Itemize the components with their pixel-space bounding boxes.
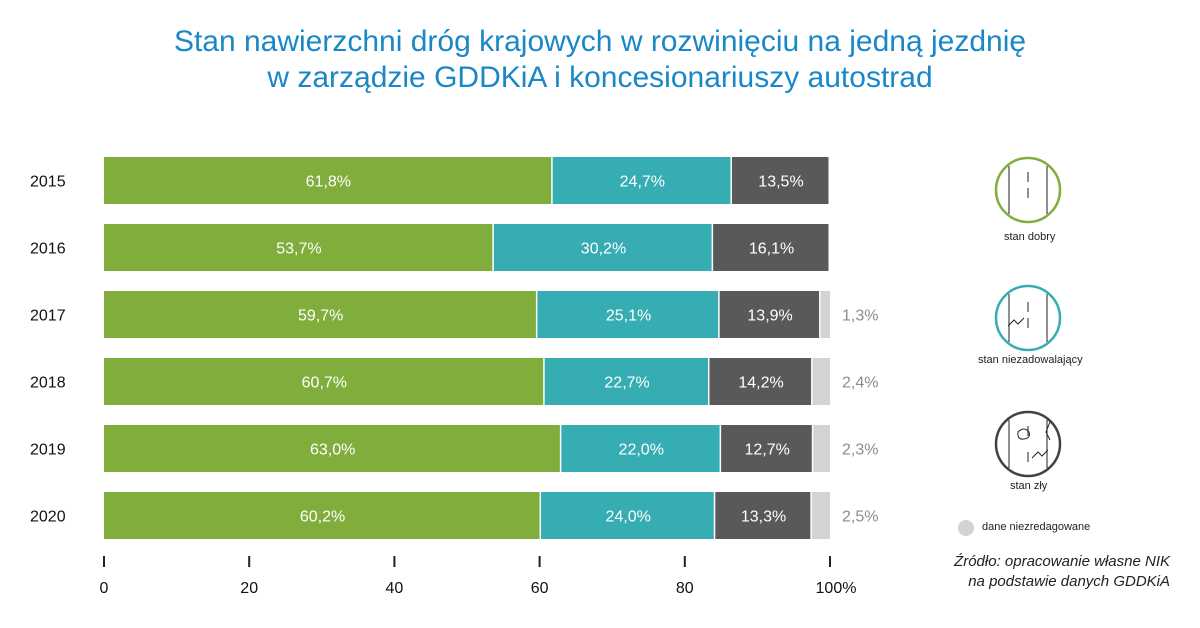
- legend-label-no-data: dane niezredagowane: [982, 521, 1091, 533]
- bar-stan-dobry-2020: [104, 492, 540, 539]
- value-label-stan-zly-2019: 12,7%: [745, 442, 790, 459]
- year-label-2015: 2015: [30, 174, 66, 191]
- x-tick-label-20: 20: [240, 580, 258, 597]
- legend-label-bad: stan zły: [1010, 480, 1048, 492]
- bar-stan-niezadowalajacy-2016: [493, 224, 712, 271]
- year-label-2019: 2019: [30, 442, 66, 459]
- value-label-dane-niezredagowane-2017: 1,3%: [842, 308, 878, 325]
- value-label-dane-niezredagowane-2019: 2,3%: [842, 442, 878, 459]
- value-label-dane-niezredagowane-2018: 2,4%: [842, 375, 878, 392]
- legend-label-unsatisfactory: stan niezadowalający: [978, 354, 1083, 366]
- chart-title-line-1: Stan nawierzchni dróg krajowych w rozwin…: [173, 25, 1027, 58]
- x-tick-label-60: 60: [531, 580, 549, 597]
- bar-dane-niezredagowane-2017: [820, 291, 830, 338]
- value-label-stan-zly-2015: 13,5%: [758, 174, 803, 191]
- value-label-stan-niezadowalajacy-2017: 25,1%: [606, 308, 651, 325]
- value-label-stan-dobry-2018: 60,7%: [302, 375, 347, 392]
- bar-stan-zly-2018: [709, 358, 812, 405]
- legend-label-good: stan dobry: [1004, 231, 1056, 243]
- value-label-stan-dobry-2015: 61,8%: [306, 174, 351, 191]
- value-label-stan-niezadowalajacy-2019: 22,0%: [619, 442, 664, 459]
- year-label-2020: 2020: [30, 509, 66, 526]
- value-label-stan-dobry-2017: 59,7%: [298, 308, 343, 325]
- value-label-stan-dobry-2020: 60,2%: [300, 509, 345, 526]
- value-label-stan-niezadowalajacy-2015: 24,7%: [620, 174, 665, 191]
- road-unsatisfactory-icon: [994, 284, 1062, 352]
- stacked-bar-chart: 2015 61,8% 24,7% 13,5% 2016 53,7% 30,2% 16,1% 20…: [30, 157, 878, 597]
- year-label-2017: 2017: [30, 308, 66, 325]
- no-data-legend-dot: [958, 520, 974, 536]
- bar-dane-niezredagowane-2019: [813, 425, 830, 472]
- bar-stan-zly-2020: [715, 492, 811, 539]
- bar-stan-dobry-2016: [104, 224, 493, 271]
- bar-stan-niezadowalajacy-2018: [544, 358, 708, 405]
- value-label-stan-dobry-2019: 63,0%: [310, 442, 355, 459]
- road-good-icon: [994, 156, 1062, 224]
- bar-stan-niezadowalajacy-2020: [541, 492, 714, 539]
- value-label-stan-zly-2016: 16,1%: [749, 241, 794, 258]
- value-label-stan-niezadowalajacy-2018: 22,7%: [604, 375, 649, 392]
- value-label-stan-zly-2020: 13,3%: [741, 509, 786, 526]
- x-tick-label-100: 100%: [816, 580, 857, 597]
- value-label-stan-zly-2018: 14,2%: [738, 375, 783, 392]
- bar-stan-dobry-2018: [104, 358, 544, 405]
- bar-stan-zly-2017: [719, 291, 820, 338]
- source-line-2: na podstawie danych GDDKiA: [968, 573, 1170, 590]
- value-label-stan-niezadowalajacy-2020: 24,0%: [605, 509, 650, 526]
- bar-dane-niezredagowane-2020: [811, 492, 830, 539]
- legend: stan dobry stan niezadowalający stan zły…: [930, 0, 1170, 560]
- bar-stan-dobry-2017: [104, 291, 536, 338]
- source-note: Źródło: opracowanie własne NIK na podsta…: [954, 552, 1170, 592]
- chart-title-line-2: w zarządzie GDDKiA i koncesionariuszy au…: [267, 61, 933, 94]
- bar-dane-niezredagowane-2018: [812, 358, 830, 405]
- bar-stan-niezadowalajacy-2017: [537, 291, 719, 338]
- bar-stan-niezadowalajacy-2015: [552, 157, 731, 204]
- year-label-2016: 2016: [30, 241, 66, 258]
- road-bad-icon: [994, 410, 1062, 478]
- source-line-1: Źródło: opracowanie własne NIK: [954, 553, 1170, 570]
- x-tick-label-40: 40: [386, 580, 404, 597]
- bar-stan-zly-2015: [731, 157, 829, 204]
- bar-stan-niezadowalajacy-2019: [561, 425, 720, 472]
- bar-stan-dobry-2015: [104, 157, 552, 204]
- year-label-2018: 2018: [30, 375, 66, 392]
- bar-stan-dobry-2019: [104, 425, 560, 472]
- value-label-dane-niezredagowane-2020: 2,5%: [842, 509, 878, 526]
- x-tick-label-0: 0: [100, 580, 109, 597]
- bar-stan-zly-2016: [713, 224, 829, 271]
- x-tick-label-80: 80: [676, 580, 694, 597]
- chart-title: Stan nawierzchni dróg krajowych w rozwin…: [0, 24, 1200, 96]
- value-label-stan-niezadowalajacy-2016: 30,2%: [581, 241, 626, 258]
- value-label-stan-zly-2017: 13,9%: [747, 308, 792, 325]
- value-label-stan-dobry-2016: 53,7%: [276, 241, 321, 258]
- bar-stan-zly-2019: [721, 425, 812, 472]
